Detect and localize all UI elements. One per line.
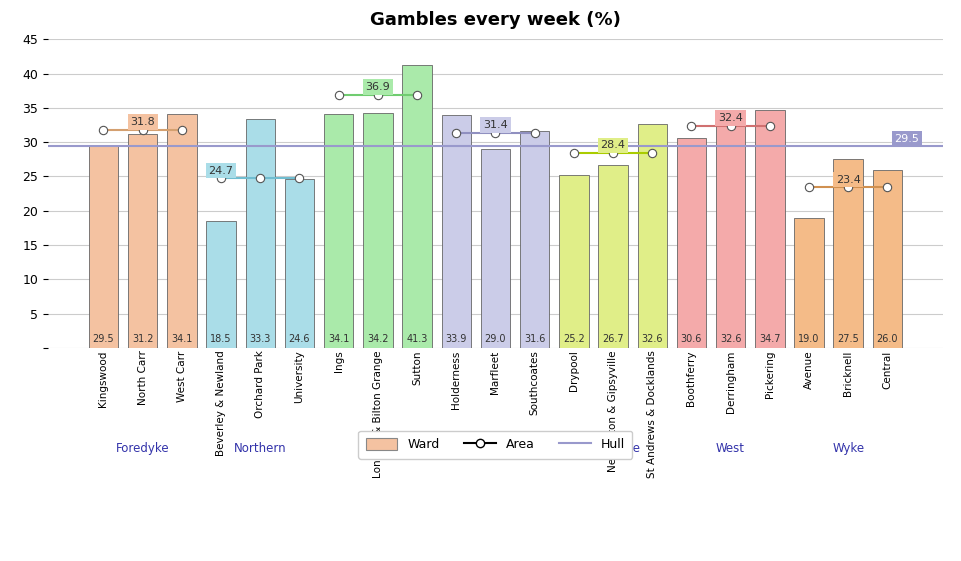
Text: 34.7: 34.7 [758, 334, 779, 344]
Text: Northern: Northern [234, 442, 286, 456]
Text: 34.1: 34.1 [171, 334, 192, 344]
Text: 24.6: 24.6 [288, 334, 309, 344]
Bar [207, 221, 235, 348]
Bar [558, 175, 588, 348]
Bar [872, 169, 901, 348]
Text: Riverside: Riverside [585, 442, 640, 456]
Bar [245, 119, 275, 348]
Bar [441, 116, 471, 348]
Text: 31.4: 31.4 [482, 120, 507, 130]
Text: 31.2: 31.2 [132, 334, 153, 344]
Bar [167, 114, 196, 348]
Text: 41.3: 41.3 [406, 334, 428, 344]
Bar [832, 159, 862, 348]
Text: 26.7: 26.7 [602, 334, 623, 344]
Bar [128, 134, 158, 348]
Text: 23.4: 23.4 [835, 174, 860, 185]
Bar [402, 65, 431, 348]
Bar [362, 113, 392, 348]
Text: 29.5: 29.5 [894, 134, 919, 144]
Text: 36.9: 36.9 [365, 82, 390, 92]
Text: 31.6: 31.6 [524, 334, 545, 344]
Bar [324, 114, 353, 348]
Bar [794, 218, 823, 348]
Text: 32.6: 32.6 [641, 334, 662, 344]
Text: 28.4: 28.4 [600, 140, 625, 150]
Text: 26.0: 26.0 [875, 334, 898, 344]
Text: 30.6: 30.6 [680, 334, 702, 344]
Bar [715, 125, 745, 348]
Text: 32.4: 32.4 [718, 113, 742, 123]
Text: 33.3: 33.3 [249, 334, 271, 344]
Bar [676, 138, 705, 348]
Bar [754, 110, 783, 348]
Text: East: East [365, 442, 390, 456]
Text: West: West [715, 442, 745, 456]
Bar [480, 149, 509, 348]
Bar [637, 125, 666, 348]
Bar [284, 179, 314, 348]
Text: Park: Park [482, 442, 507, 456]
Text: 18.5: 18.5 [210, 334, 232, 344]
Bar [88, 145, 118, 348]
Text: 34.2: 34.2 [367, 334, 388, 344]
Text: 25.2: 25.2 [562, 334, 584, 344]
Title: Gambles every week (%): Gambles every week (%) [370, 11, 620, 29]
Text: Foredyke: Foredyke [115, 442, 169, 456]
Bar [598, 165, 628, 348]
Text: 29.5: 29.5 [92, 334, 114, 344]
Text: 24.7: 24.7 [209, 165, 234, 176]
Legend: Ward, Area, Hull: Ward, Area, Hull [358, 431, 631, 459]
Text: 29.0: 29.0 [484, 334, 505, 344]
Text: Wyke: Wyke [831, 442, 863, 456]
Text: 31.8: 31.8 [130, 117, 155, 127]
Bar [519, 131, 549, 348]
Text: 34.1: 34.1 [328, 334, 349, 344]
Text: 27.5: 27.5 [836, 334, 858, 344]
Text: 19.0: 19.0 [798, 334, 819, 344]
Text: 33.9: 33.9 [445, 334, 466, 344]
Text: 32.6: 32.6 [719, 334, 741, 344]
